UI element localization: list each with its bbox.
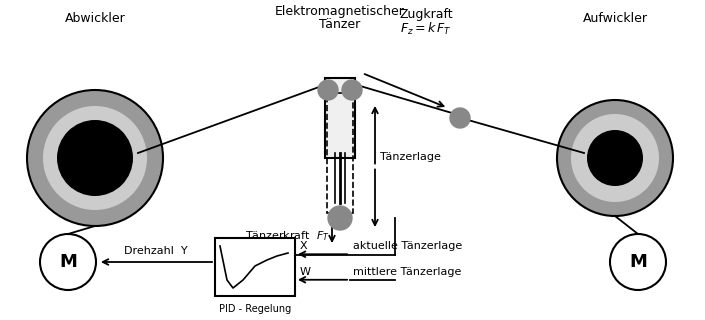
Bar [327,93,353,213]
Text: $F_z = k\,F_T$: $F_z = k\,F_T$ [400,21,452,37]
Ellipse shape [318,80,338,100]
Text: Tänzerkraft  $F_T$: Tänzerkraft $F_T$ [245,229,330,243]
Ellipse shape [557,100,673,216]
Ellipse shape [587,130,643,186]
Text: Zugkraft: Zugkraft [400,8,453,21]
Ellipse shape [40,234,96,290]
Text: M: M [59,253,77,271]
Text: X: X [300,241,307,251]
Text: Drehzahl  Y: Drehzahl Y [123,246,188,256]
Text: Abwickler: Abwickler [65,12,125,25]
Text: Tänzer: Tänzer [319,18,361,31]
Ellipse shape [571,114,659,202]
Text: M: M [629,253,647,271]
Bar [325,78,355,158]
Text: W: W [300,267,311,277]
Text: Aufwickler: Aufwickler [582,12,647,25]
Ellipse shape [342,80,362,100]
Text: mittlere Tänzerlage: mittlere Tänzerlage [353,267,461,277]
Text: aktuelle Tänzerlage: aktuelle Tänzerlage [353,241,462,251]
Bar [215,238,295,296]
Ellipse shape [450,108,470,128]
Ellipse shape [27,90,163,226]
Text: Tänzerlage: Tänzerlage [380,151,441,162]
Text: Elektromagnetischer: Elektromagnetischer [275,5,405,18]
Ellipse shape [328,206,352,230]
Ellipse shape [57,120,133,196]
Ellipse shape [43,106,147,210]
Ellipse shape [610,234,666,290]
Text: PID - Regelung: PID - Regelung [219,304,291,314]
